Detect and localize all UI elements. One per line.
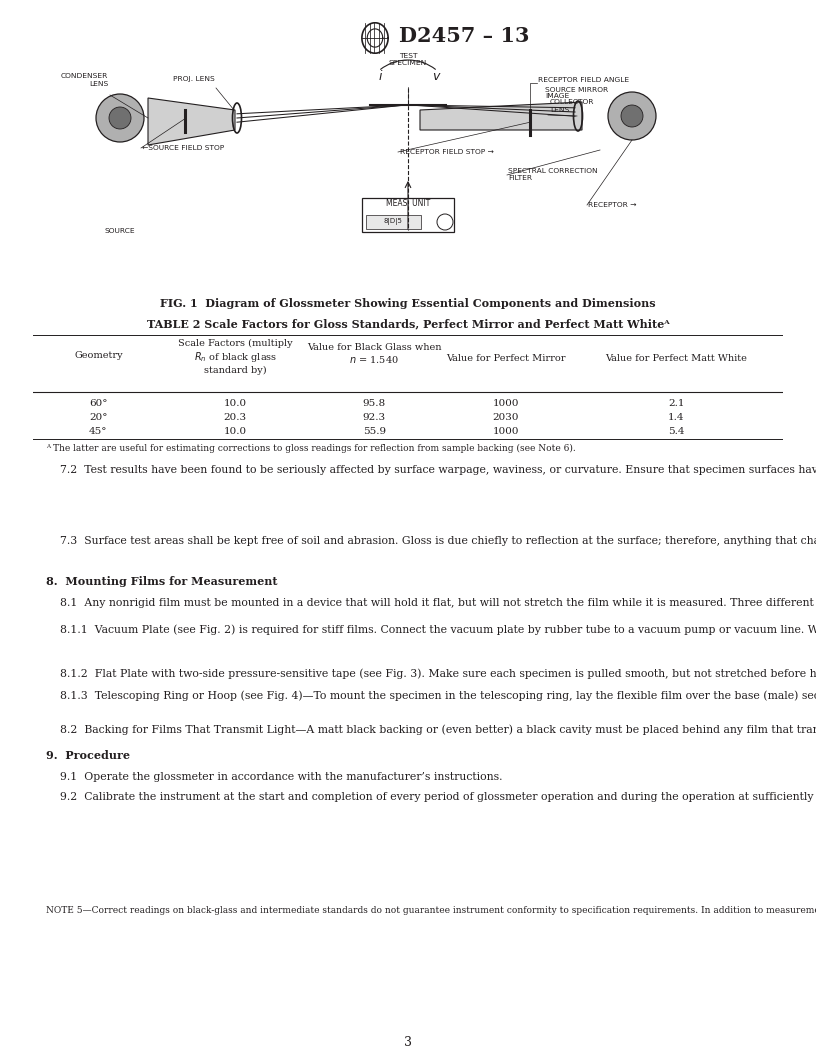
Text: 45°: 45° [89, 427, 108, 436]
FancyBboxPatch shape [366, 215, 421, 229]
Text: NOTE 5—Correct readings on black-glass and intermediate standards do not guarant: NOTE 5—Correct readings on black-glass a… [46, 906, 816, 914]
Text: 8.  Mounting Films for Measurement: 8. Mounting Films for Measurement [46, 576, 277, 587]
Circle shape [109, 107, 131, 129]
Text: 7.2  Test results have been found to be seriously affected by surface warpage, w: 7.2 Test results have been found to be s… [46, 464, 816, 474]
Text: 8.1.2  Flat Plate with two-side pressure-sensitive tape (see Fig. 3). Make sure : 8.1.2 Flat Plate with two-side pressure-… [46, 668, 816, 679]
Text: 60°: 60° [89, 399, 108, 408]
Text: 9.2  Calibrate the instrument at the start and completion of every period of glo: 9.2 Calibrate the instrument at the star… [46, 792, 816, 802]
Text: ←SOURCE FIELD STOP: ←SOURCE FIELD STOP [142, 145, 224, 151]
Text: 1000: 1000 [492, 399, 519, 408]
Text: 1.4: 1.4 [668, 414, 685, 422]
Text: 20°: 20° [89, 414, 108, 422]
Text: MEAS. UNIT: MEAS. UNIT [386, 200, 430, 208]
Text: ᴬ The latter are useful for estimating corrections to gloss readings for reflect: ᴬ The latter are useful for estimating c… [46, 444, 576, 453]
Polygon shape [148, 98, 235, 145]
Text: TEST
SPECIMEN: TEST SPECIMEN [389, 53, 427, 65]
Text: 2.1: 2.1 [668, 399, 685, 408]
Text: FIG. 1  Diagram of Glossmeter Showing Essential Components and Dimensions: FIG. 1 Diagram of Glossmeter Showing Ess… [160, 298, 656, 309]
Text: 8.1.1  Vacuum Plate (see Fig. 2) is required for stiff films. Connect the vacuum: 8.1.1 Vacuum Plate (see Fig. 2) is requi… [46, 624, 816, 635]
Text: 10.0: 10.0 [224, 427, 247, 436]
Text: v: v [432, 71, 440, 83]
Text: 8.1.3  Telescoping Ring or Hoop (see Fig. 4)—To mount the specimen in the telesc: 8.1.3 Telescoping Ring or Hoop (see Fig.… [46, 690, 816, 700]
Text: 1000: 1000 [492, 427, 519, 436]
Text: 3: 3 [404, 1036, 412, 1049]
Text: 9.  Procedure: 9. Procedure [46, 750, 130, 761]
Text: RECEPTOR →: RECEPTOR → [588, 202, 636, 208]
Text: Value for Black Glass when
$n$ = 1.540: Value for Black Glass when $n$ = 1.540 [307, 343, 441, 365]
Circle shape [96, 94, 144, 142]
Text: TABLE 2 Scale Factors for Gloss Standards, Perfect Mirror and Perfect Matt White: TABLE 2 Scale Factors for Gloss Standard… [147, 318, 669, 329]
Text: Scale Factors (multiply
$R_n$ of black glass
standard by): Scale Factors (multiply $R_n$ of black g… [178, 339, 293, 375]
Text: 8.2  Backing for Films That Transmit Light—A matt black backing or (even better): 8.2 Backing for Films That Transmit Ligh… [46, 724, 816, 735]
Text: 55.9: 55.9 [362, 427, 386, 436]
Text: 92.3: 92.3 [362, 414, 386, 422]
Text: CONDENSER
LENS: CONDENSER LENS [60, 74, 108, 87]
Text: 8|D|5: 8|D|5 [384, 219, 402, 226]
Text: Geometry: Geometry [74, 351, 122, 360]
Text: 2030: 2030 [492, 414, 519, 422]
Text: PROJ. LENS: PROJ. LENS [173, 76, 215, 82]
Text: RECEPTOR FIELD STOP →: RECEPTOR FIELD STOP → [400, 149, 494, 155]
Circle shape [621, 105, 643, 127]
Text: D2457 – 13: D2457 – 13 [399, 26, 529, 45]
Text: COLLECTOR
LENS: COLLECTOR LENS [550, 99, 595, 113]
Text: SOURCE MIRROR
IMAGE: SOURCE MIRROR IMAGE [545, 87, 608, 99]
Text: SOURCE: SOURCE [104, 228, 135, 234]
Polygon shape [420, 102, 582, 130]
FancyBboxPatch shape [362, 197, 454, 232]
Text: Value for Perfect Matt White: Value for Perfect Matt White [605, 354, 747, 363]
Text: 20.3: 20.3 [224, 414, 247, 422]
Text: Value for Perfect Mirror: Value for Perfect Mirror [446, 354, 565, 363]
Text: 5.4: 5.4 [668, 427, 685, 436]
Text: i: i [379, 71, 382, 83]
Text: 9.1  Operate the glossmeter in accordance with the manufacturer’s instructions.: 9.1 Operate the glossmeter in accordance… [46, 772, 503, 782]
Circle shape [608, 92, 656, 140]
Text: 7.3  Surface test areas shall be kept free of soil and abrasion. Gloss is due ch: 7.3 Surface test areas shall be kept fre… [46, 536, 816, 546]
Text: SPECTRAL CORRECTION
FILTER: SPECTRAL CORRECTION FILTER [508, 169, 597, 182]
Text: 10.0: 10.0 [224, 399, 247, 408]
Text: RECEPTOR FIELD ANGLE: RECEPTOR FIELD ANGLE [538, 77, 629, 83]
Text: 95.8: 95.8 [362, 399, 386, 408]
Text: 8.1  Any nonrigid film must be mounted in a device that will hold it flat, but w: 8.1 Any nonrigid film must be mounted in… [46, 598, 816, 608]
